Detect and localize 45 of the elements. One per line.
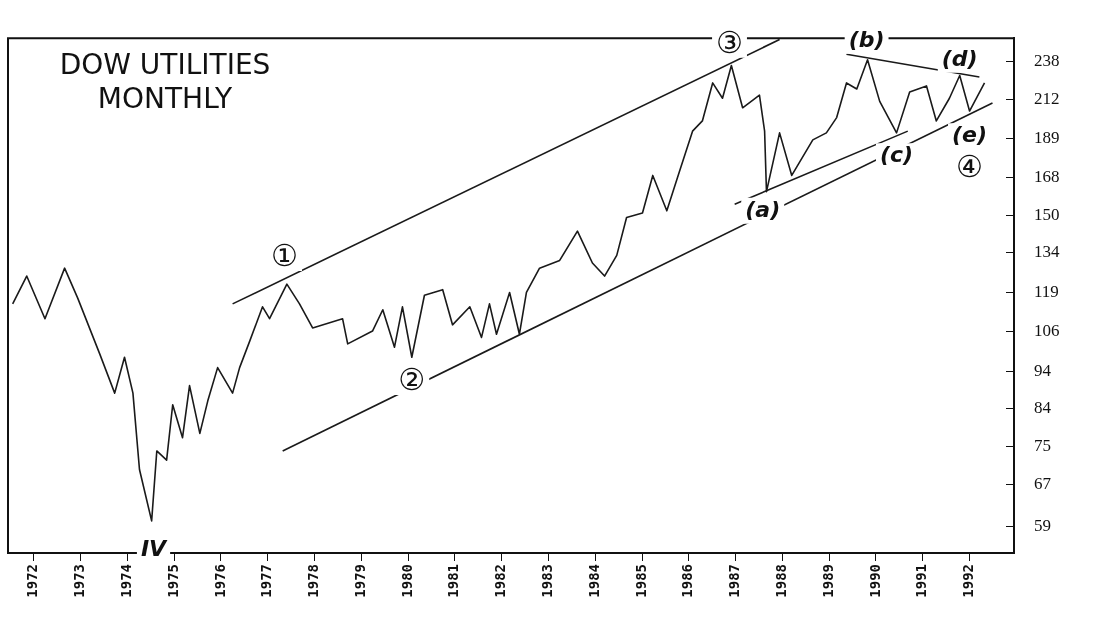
x-tick-label: 1986 bbox=[679, 564, 696, 598]
y-tick-label: 119 bbox=[1034, 281, 1059, 301]
x-tick-label: 1984 bbox=[585, 564, 602, 598]
x-tick-label: 1974 bbox=[117, 564, 134, 598]
y-tick-label: 67 bbox=[1034, 473, 1052, 493]
annotation: ④ bbox=[956, 149, 983, 185]
annotation: IV bbox=[140, 535, 169, 561]
annotation: (d) bbox=[941, 45, 978, 71]
x-tick-label: 1992 bbox=[960, 564, 977, 598]
y-tick-label: 189 bbox=[1034, 127, 1060, 147]
x-tick-label: 1973 bbox=[71, 564, 88, 598]
y-tick-label: 84 bbox=[1034, 398, 1052, 418]
text: DOW UTILITIES MONTHLY bbox=[58, 48, 272, 116]
y-tick-label: 150 bbox=[1034, 204, 1060, 224]
annotation: (c) bbox=[879, 141, 914, 167]
y-tick-label: 106 bbox=[1034, 320, 1060, 340]
annotation: ③ bbox=[716, 24, 743, 60]
y-tick-label: 94 bbox=[1034, 360, 1052, 380]
y-tick-label: 168 bbox=[1034, 166, 1060, 186]
x-tick-label: 1975 bbox=[164, 564, 181, 598]
x-tick-label: 1978 bbox=[305, 564, 322, 598]
annotation: (a) bbox=[745, 196, 781, 222]
x-tick-label: 1990 bbox=[866, 564, 883, 598]
x-tick-label: 1976 bbox=[211, 564, 228, 598]
x-tick-label: 1983 bbox=[539, 564, 556, 598]
annotation: ② bbox=[398, 361, 426, 397]
annotation: (b) bbox=[848, 26, 885, 52]
x-tick-label: 1991 bbox=[913, 564, 930, 598]
y-tick-label: 59 bbox=[1034, 516, 1051, 535]
x-tick-label: 1988 bbox=[773, 564, 790, 598]
x-tick-label: 1980 bbox=[398, 564, 415, 598]
x-tick-label: 1972 bbox=[24, 564, 41, 598]
y-tick-label: 75 bbox=[1034, 435, 1051, 455]
y-tick-label: 212 bbox=[1034, 89, 1060, 109]
annotation: (e) bbox=[952, 122, 988, 148]
y-tick-label: 134 bbox=[1034, 242, 1060, 262]
x-tick-label: 1985 bbox=[632, 564, 649, 598]
y-tick-label: 238 bbox=[1034, 50, 1060, 70]
x-tick-label: 1989 bbox=[819, 564, 836, 598]
x-tick-label: 1979 bbox=[351, 564, 368, 598]
annotation: ① bbox=[271, 237, 298, 273]
x-tick-label: 1987 bbox=[726, 564, 743, 598]
x-tick-label: 1977 bbox=[258, 564, 275, 598]
x-tick-label: 1981 bbox=[445, 564, 462, 598]
x-tick-label: 1982 bbox=[492, 564, 509, 598]
